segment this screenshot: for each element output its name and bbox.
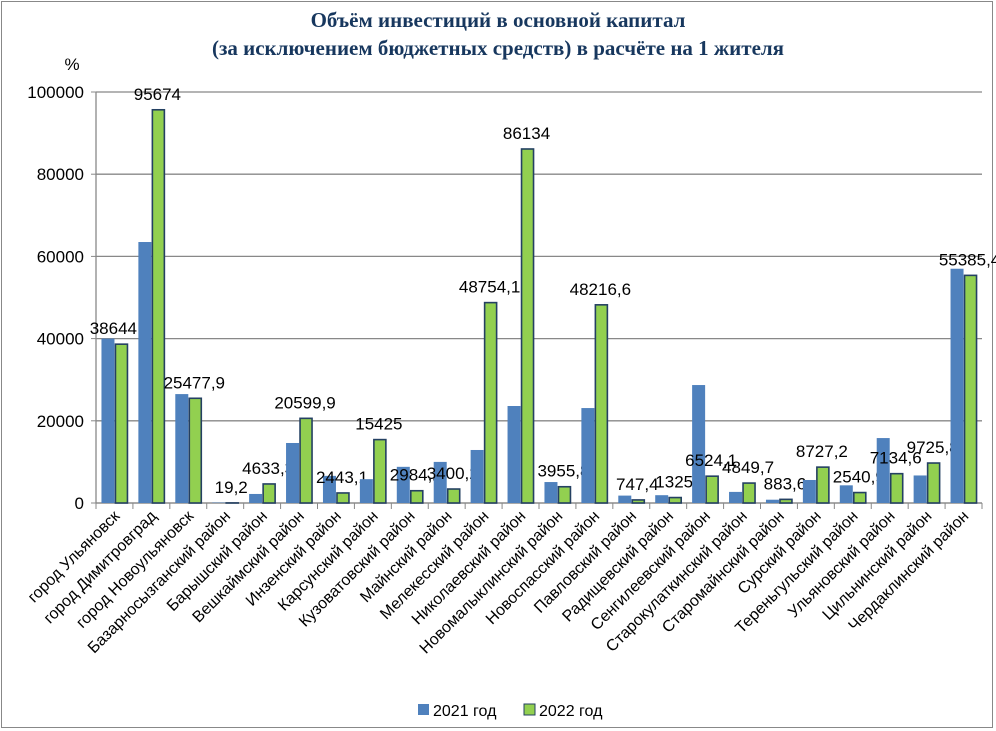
bar-2022: [299, 417, 313, 504]
legend-label-2021: 2021 год: [433, 703, 497, 720]
data-label: 747,4: [616, 475, 659, 494]
data-label: 15425: [355, 415, 402, 434]
y-tick-label: 0: [75, 494, 84, 513]
chart-subtitle: (за исключением бюджетных средств) в рас…: [211, 36, 785, 60]
bar-2021: [175, 394, 189, 503]
data-label: 4849,7: [722, 458, 774, 477]
data-label: 2984,2: [390, 466, 442, 485]
bar-2022: [594, 304, 609, 504]
bar-2022: [262, 483, 276, 504]
y-tick-label: 20000: [37, 412, 84, 431]
bar-2022: [631, 499, 646, 504]
data-label: 883,6: [764, 474, 807, 493]
bar-2021: [618, 495, 632, 503]
bar-2022: [483, 301, 498, 504]
data-label: 38644,3: [90, 319, 151, 338]
bar-2021: [876, 438, 890, 503]
legend-swatch-2022: [523, 703, 536, 716]
bar-2021: [692, 385, 706, 503]
bar-2021: [433, 461, 447, 503]
bar-2021: [507, 406, 521, 503]
bar-2021: [286, 442, 300, 503]
bar-2021: [950, 268, 964, 503]
data-label: 25477,9: [164, 373, 225, 392]
bar-2021: [249, 493, 263, 503]
bar-2021: [138, 242, 152, 503]
bar-2022: [889, 472, 904, 504]
bar-2022: [188, 397, 203, 504]
y-tick-label: 100000: [27, 83, 84, 102]
bar-2022: [151, 108, 166, 504]
bar-2021: [765, 499, 779, 503]
bar-2022: [409, 489, 424, 504]
legend-label-2022: 2022 год: [539, 703, 603, 720]
bar-2022: [446, 488, 461, 504]
bar-2022: [705, 475, 719, 504]
bar-2022: [114, 343, 129, 504]
data-label: 95674: [134, 85, 181, 104]
bar-2022: [668, 496, 683, 504]
data-label: 2443,1: [316, 468, 368, 487]
bar-2021: [655, 495, 669, 503]
y-tick-label: 40000: [37, 330, 84, 349]
bar-2022: [852, 491, 867, 504]
data-label: 86134: [503, 124, 550, 143]
data-label: 1325: [655, 473, 693, 492]
bar-2021: [322, 475, 336, 503]
bar-2021: [544, 482, 558, 503]
bar-2021: [839, 485, 853, 503]
bar-2022: [336, 492, 350, 504]
bar-2022: [373, 438, 387, 504]
bar-2022: [742, 482, 756, 504]
bar-2022: [557, 485, 572, 504]
data-label: 48216,6: [570, 280, 631, 299]
legend-swatch-2021: [418, 704, 429, 715]
bar-2021: [470, 449, 484, 503]
y-tick-label: 60000: [37, 247, 84, 266]
data-label: 2540,9: [833, 468, 885, 487]
bar-2021: [913, 475, 927, 503]
bar-2021: [729, 491, 743, 503]
bar-2022: [963, 274, 978, 504]
data-label: 20599,9: [274, 393, 335, 412]
y-tick-label: 80000: [37, 165, 84, 184]
bar-2021: [359, 479, 373, 503]
data-label: 55385,4: [939, 250, 996, 269]
y-axis-label: %: [64, 55, 79, 74]
data-label: 7134,6: [870, 449, 922, 468]
data-label: 3955,8: [537, 462, 589, 481]
bar-2021: [581, 408, 595, 503]
bar-2022: [520, 148, 535, 504]
bar-2022: [926, 462, 941, 504]
data-label: 3400,2: [427, 464, 479, 483]
data-label: 48754,1: [459, 278, 520, 297]
bar-2022: [816, 466, 830, 504]
bar-2022: [779, 498, 793, 504]
data-label: 9725,8: [907, 438, 959, 457]
data-label: 4633,3: [242, 459, 294, 478]
bar-2021: [101, 338, 115, 503]
data-label: 8727,2: [796, 442, 848, 461]
bar-2021: [396, 466, 410, 503]
chart-title: Объём инвестиций в основной капитал: [310, 8, 686, 32]
bar-2021: [802, 479, 816, 503]
data-label: 6524,1: [685, 451, 737, 470]
data-label: 19,2: [215, 478, 248, 497]
